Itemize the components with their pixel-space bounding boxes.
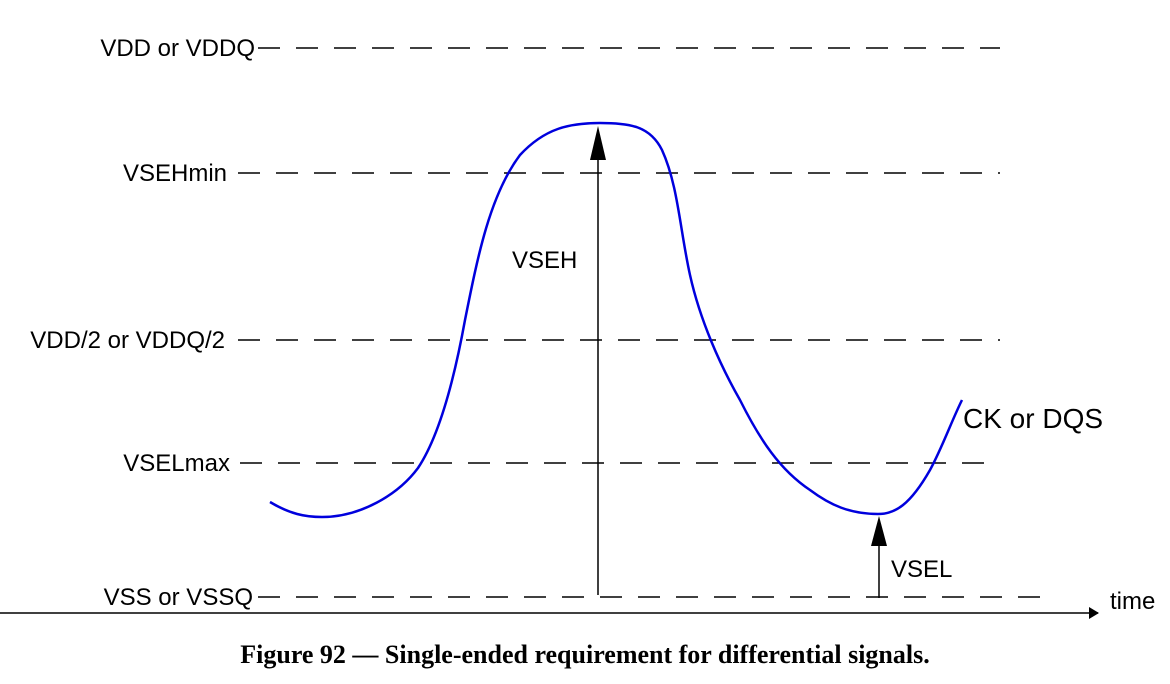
vddhalf-label: VDD/2 or VDDQ/2 (30, 327, 225, 354)
vselmax-label: VSELmax (123, 450, 230, 477)
vsehmin-label: VSEHmin (123, 160, 227, 187)
signal-waveform (269, 121, 964, 519)
vsel-arrow-head (871, 516, 887, 546)
vseh-arrow-head (590, 126, 606, 160)
time-axis-label: time (1110, 588, 1155, 615)
figure-caption: Figure 92 — Single-ended requirement for… (240, 640, 930, 669)
vseh-label: VSEH (512, 247, 577, 274)
vdd-label: VDD or VDDQ (100, 35, 255, 62)
single-ended-signal-diagram: VDD or VDDQ VSEHmin VDD/2 or VDDQ/2 VSEL… (0, 35, 1155, 619)
vss-label: VSS or VSSQ (104, 584, 253, 611)
vsel-label: VSEL (891, 556, 952, 583)
signal-name-label: CK or DQS (963, 403, 1103, 434)
